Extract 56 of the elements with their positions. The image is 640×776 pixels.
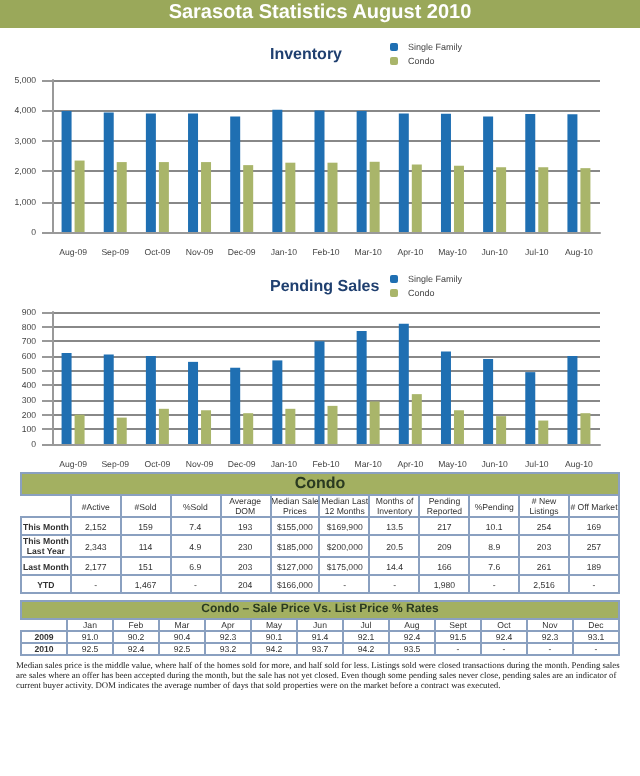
bar — [483, 116, 494, 232]
bar — [201, 162, 212, 232]
bar — [230, 116, 241, 232]
bar — [496, 416, 507, 444]
bar — [411, 394, 422, 444]
bar — [453, 165, 464, 232]
bar — [496, 167, 507, 232]
bar — [145, 356, 156, 444]
bar — [369, 401, 380, 444]
bar — [440, 351, 451, 444]
bar — [201, 410, 212, 444]
bar — [580, 168, 591, 232]
bar — [538, 167, 549, 232]
chart-title: Pending Sales — [270, 277, 381, 295]
bar — [525, 114, 536, 232]
bar — [285, 408, 296, 444]
bar — [103, 354, 114, 444]
bar — [327, 405, 338, 444]
bar — [145, 113, 156, 232]
bar — [188, 113, 199, 232]
bar — [483, 358, 494, 444]
bar — [243, 413, 254, 444]
bar — [356, 331, 367, 444]
bar — [580, 413, 591, 444]
bar — [230, 367, 241, 444]
bar — [398, 323, 409, 444]
text: Condo — [21, 473, 619, 495]
bar — [453, 410, 464, 444]
text: Sarasota Statistics August 2010 — [0, 0, 640, 28]
bar — [538, 420, 549, 444]
bar — [398, 113, 409, 232]
bar — [327, 162, 338, 232]
bar — [411, 164, 422, 232]
bar — [61, 353, 72, 444]
bar — [440, 113, 451, 232]
bar — [272, 360, 283, 444]
bar — [567, 114, 578, 232]
bar — [103, 112, 114, 232]
bar — [158, 162, 169, 232]
bar — [158, 408, 169, 444]
bar — [369, 161, 380, 232]
bar — [314, 341, 325, 444]
bar — [116, 417, 127, 444]
bar — [314, 110, 325, 232]
bar — [74, 414, 85, 444]
bar — [356, 111, 367, 232]
bar — [116, 162, 127, 232]
chart-title: Inventory — [270, 45, 344, 63]
bar — [74, 160, 85, 232]
bar — [567, 356, 578, 444]
bar — [272, 109, 283, 232]
bar — [61, 111, 72, 232]
bar — [243, 165, 254, 232]
bar — [188, 361, 199, 444]
bar — [285, 162, 296, 232]
bar — [525, 372, 536, 444]
